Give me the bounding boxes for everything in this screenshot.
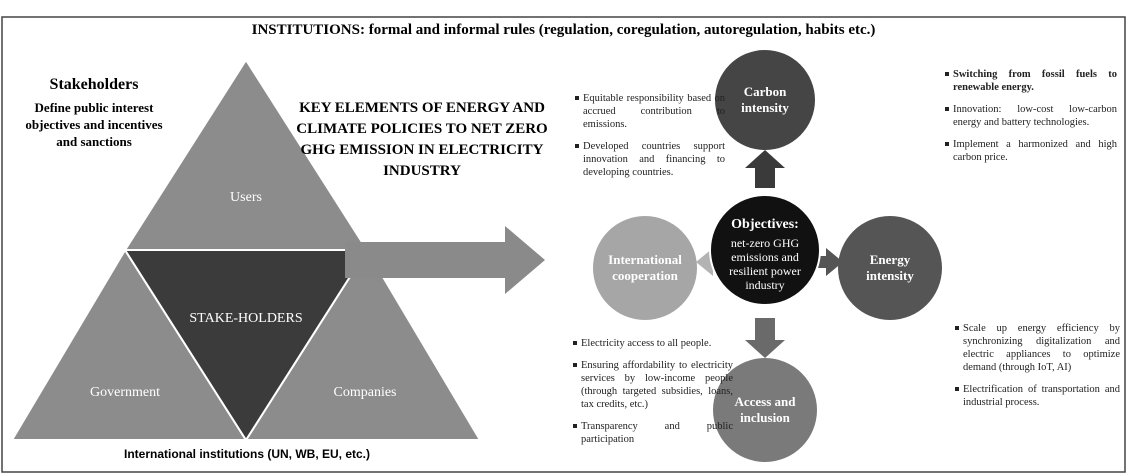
circle-carbon [715,50,815,150]
stakeholders-subtitle: Define public interest objectives and in… [25,100,163,149]
key-elements: KEY ELEMENTS OF ENERGY AND CLIMATE POLIC… [296,100,548,179]
circle-energy [838,216,942,320]
triangle-center [123,249,369,442]
bullets-international: Equitable responsibility based on accrue… [575,92,725,188]
bullets-access: Electricity access to all people. Ensurin… [573,337,733,455]
header: INSTITUTIONS: formal and informal rules … [251,22,876,38]
arrow-right [813,248,843,276]
arrow-down [745,318,785,358]
objectives-title: Objectives: [731,217,799,232]
bullet-item: Developed countries support innovation a… [575,141,725,178]
bullet-item: Electricity access to all people. [573,337,733,350]
circle-access [713,358,817,462]
bullet-item: Switching from fossil fuels to renewable… [945,69,1117,93]
objectives-text: net-zero GHG emissions and resilient pow… [729,236,801,292]
energy-label: Energy intensity [866,252,914,283]
bullets-energy: Scale up energy efficiency by synchroniz… [955,322,1120,418]
label-companies: Companies [333,385,397,400]
arrow-up [745,150,785,188]
frame [1,16,1126,473]
circle-objectives [709,194,821,306]
bullet-item: Transparency and public participation [573,421,733,445]
bullet-item: Innovation: low-cost low-carbon energy a… [945,104,1117,128]
stakeholders-title: Stakeholders [49,76,139,93]
bullets-carbon: Switching from fossil fuels to renewable… [945,68,1117,173]
international-label: International cooperation [608,252,682,283]
caption: International institutions (UN, WB, EU, … [124,447,370,461]
circle-international [593,216,697,320]
bullet-item: Ensuring affordability to electricity se… [573,360,733,410]
bullet-item: Electrification of transportation and in… [955,384,1120,408]
label-government: Government [90,385,160,400]
bullet-item: Equitable responsibility based on accrue… [575,93,725,130]
bullet-item: Scale up energy efficiency by synchroniz… [955,323,1120,373]
main-arrow [345,226,545,294]
label-stakeholders: STAKE-HOLDERS [189,311,303,326]
access-label: Access and inclusion [734,394,796,425]
bullet-item: Implement a harmonized and high carbon p… [945,139,1117,163]
label-users: Users [230,190,262,205]
carbon-label: Carbon intensity [741,84,789,115]
